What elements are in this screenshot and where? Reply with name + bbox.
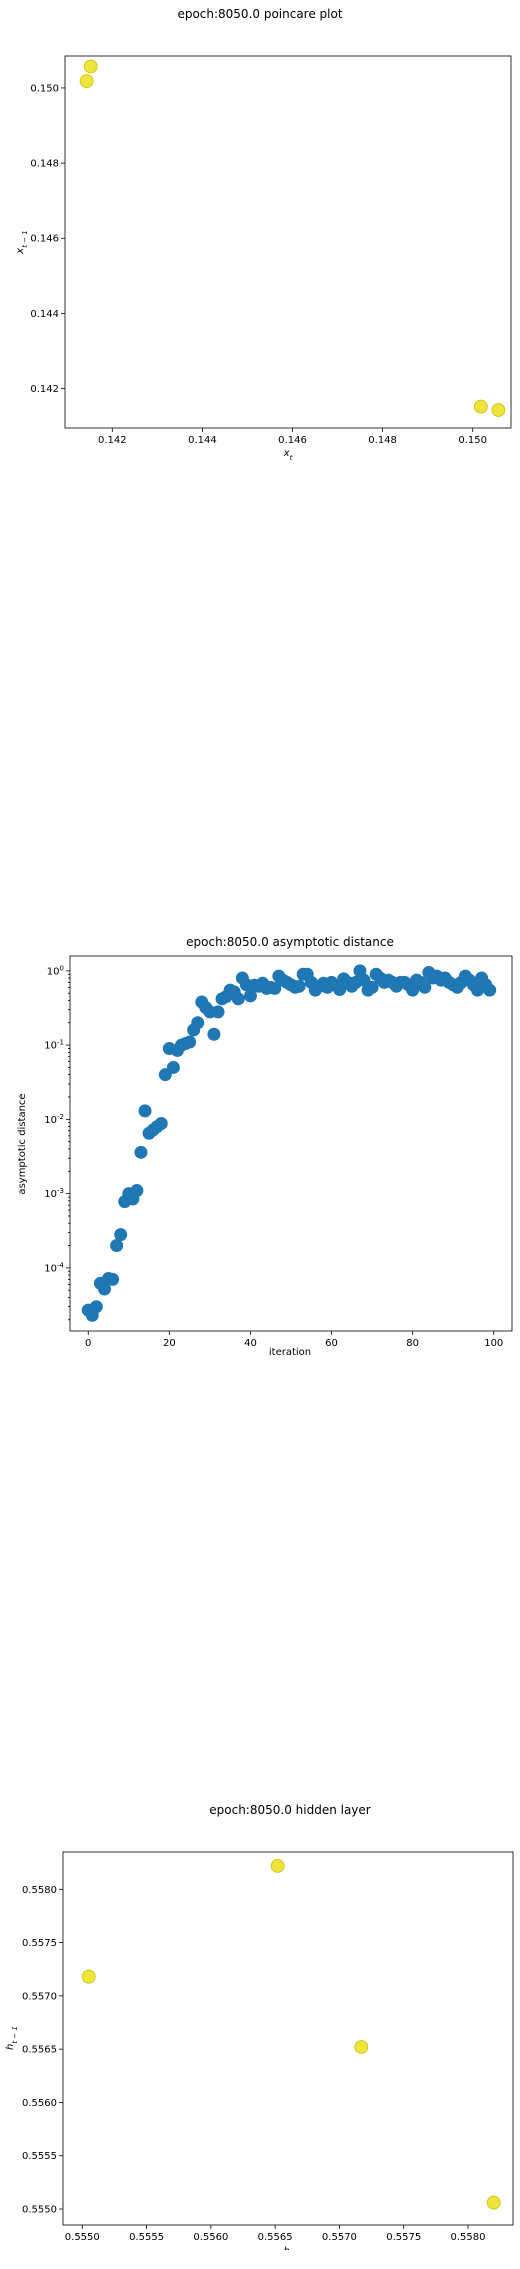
y-tick-label: 0.144 (30, 309, 59, 320)
data-point (106, 1272, 120, 1286)
data-point (418, 980, 432, 994)
data-point (243, 989, 257, 1003)
y-tick-label: 0.5575 (22, 1938, 57, 1949)
x-tick-label: 60 (325, 1338, 338, 1349)
data-point (79, 74, 94, 89)
y-tick-label: 0.5560 (22, 2098, 57, 2109)
x-axis-label: xt (283, 448, 293, 462)
x-tick-label: 0.5555 (129, 2232, 164, 2243)
asymptotic-distance-chart: epoch:8050.0 asymptotic distance 0 20 40 60… (17, 935, 513, 1358)
y-tick-label: 10-2 (44, 1113, 64, 1126)
data-point (130, 1184, 144, 1198)
x-tick-label: 0 (85, 1338, 91, 1349)
data-point (406, 983, 420, 997)
data-point (491, 403, 506, 417)
scatter-points (79, 59, 506, 417)
y-tick-label: 0.5570 (22, 1991, 57, 2002)
x-tick-label: 40 (244, 1338, 257, 1349)
hidden-layer-chart: epoch:8050.0 hidden layer 0.5550 0.5555 0.… (5, 1803, 514, 2250)
data-point (292, 979, 306, 993)
x-tick-label: 0.5560 (193, 2232, 228, 2243)
y-ticks: 0.142 0.144 0.146 0.148 0.150 (30, 83, 65, 395)
data-point (83, 59, 98, 74)
y-tick-label: 0.148 (30, 159, 59, 170)
y-tick-label: 0.146 (30, 234, 59, 245)
y-ticks: 0.5550 0.5555 0.5560 0.5565 0.5570 0.5575 0.55… (22, 1885, 63, 2216)
plot-area (64, 55, 512, 429)
chart-title: epoch:8050.0 poincare plot (177, 7, 342, 21)
y-axis-label: asymptotic distance (17, 1093, 28, 1194)
data-point (89, 1300, 103, 1314)
x-ticks: 0.142 0.144 0.146 0.148 0.150 (98, 428, 487, 446)
y-tick-label: 0.142 (30, 384, 59, 395)
data-point (365, 980, 379, 994)
data-point (486, 2195, 501, 2210)
data-point (166, 1060, 180, 1074)
y-tick-label: 10-3 (44, 1187, 64, 1200)
x-tick-label: 20 (163, 1338, 176, 1349)
x-tick-label: 0.5570 (322, 2232, 357, 2243)
x-ticks: 0.5550 0.5555 0.5560 0.5565 0.5570 0.5575 0.55… (65, 2225, 486, 2243)
x-axis-label: ht (283, 2246, 292, 2250)
x-tick-label: 0.150 (458, 435, 487, 446)
data-point (473, 399, 488, 414)
x-tick-label: 0.5565 (258, 2232, 293, 2243)
y-ticks: 100 10-1 10-2 10-3 10-4 (44, 964, 70, 1321)
data-point (183, 1035, 197, 1049)
x-tick-label: 0.5550 (65, 2232, 100, 2243)
y-tick-label: 10-4 (44, 1261, 64, 1274)
data-point (268, 981, 282, 995)
y-tick-label: 0.150 (30, 83, 59, 94)
data-point (97, 1282, 111, 1296)
data-point (134, 1145, 148, 1159)
y-tick-label: 100 (47, 964, 64, 977)
x-tick-label: 0.146 (278, 435, 307, 446)
x-tick-label: 100 (484, 1338, 503, 1349)
chart-title: epoch:8050.0 hidden layer (209, 1803, 371, 1817)
plot-area (62, 1851, 514, 2226)
scatter-points (81, 964, 497, 1322)
data-point (483, 983, 497, 997)
y-tick-label: 0.5565 (22, 2045, 57, 2056)
data-point (354, 2040, 369, 2054)
x-tick-label: 80 (406, 1338, 419, 1349)
data-point (191, 1016, 205, 1030)
x-tick-label: 0.148 (368, 435, 397, 446)
data-point (270, 1858, 285, 1873)
data-point (231, 992, 245, 1006)
y-tick-label: 10-1 (44, 1039, 64, 1052)
data-point (207, 1027, 221, 1041)
data-point (154, 1116, 168, 1130)
y-tick-label: 0.5555 (22, 2151, 57, 2162)
data-point (114, 1228, 128, 1242)
data-point (110, 1239, 124, 1253)
x-ticks: 0 20 40 60 80 100 (85, 1331, 503, 1349)
plot-area (69, 955, 513, 1332)
data-point (138, 1104, 152, 1118)
poincare-chart: epoch:8050.0 poincare plot 0.142 0.144 0.1… (15, 7, 512, 462)
data-point (211, 1005, 225, 1019)
x-tick-label: 0.5575 (386, 2232, 421, 2243)
x-tick-label: 0.5580 (451, 2232, 486, 2243)
scatter-points (81, 1858, 501, 2210)
y-tick-label: 0.5550 (22, 2205, 57, 2216)
x-tick-label: 0.142 (98, 435, 127, 446)
x-axis-label: iteration (269, 1347, 311, 1358)
data-point (81, 1969, 96, 1984)
chart-title: epoch:8050.0 asymptotic distance (186, 935, 394, 949)
y-tick-label: 0.5580 (22, 1885, 57, 1896)
x-tick-label: 0.144 (188, 435, 217, 446)
y-axis-label: xt − 1 (15, 230, 29, 254)
y-axis-label: ht − 1 (5, 2026, 19, 2050)
